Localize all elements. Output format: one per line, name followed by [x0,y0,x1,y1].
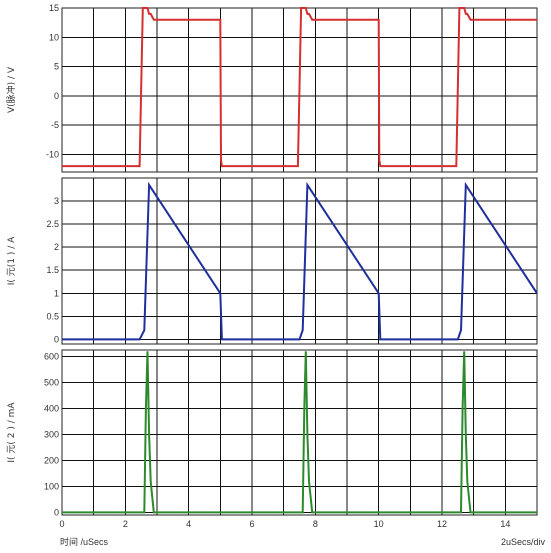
y-tick-label: 2.5 [46,219,59,229]
y-tick-label: 1 [54,288,59,298]
y-tick-label: 200 [44,455,59,465]
y-tick-label: -10 [46,149,59,159]
current-ma-panel: 600 500 400 300 200 100 0 I( 元( 2 ) / mA 0 2 4 6 8 10… [7,349,538,529]
x-tick-label: 4 [186,519,191,529]
current-a-panel: 3 2.5 2 1.5 1 0.5 0 I( 元(1 ) / A [7,177,538,345]
y-axis-label: V(脉冲) / V [5,66,17,113]
y-tick-label: 300 [44,429,59,439]
current-a-series-line [62,181,538,341]
y-tick-label: 1.5 [46,265,59,275]
x-tick-label: 2 [123,519,128,529]
y-tick-label: 2 [54,242,59,252]
y-tick-label: 10 [49,32,59,42]
y-tick-label: -5 [51,120,59,130]
y-axis-label: I( 元(1 ) / A [7,236,17,285]
y-axis-label: I( 元( 2 ) / mA [7,402,17,463]
plot-frame [61,177,538,345]
y-tick-label: 0 [54,91,59,101]
y-tick-label: 0 [54,507,59,517]
x-axis-label: 时间 /uSecs [60,536,109,547]
y-tick-label: 15 [49,3,59,13]
x-tick-label: 6 [249,519,254,529]
y-tick-label: 3 [54,196,59,206]
time-scale-label: 2uSecs/div [501,537,546,547]
voltage-series-line [62,7,537,168]
x-tick-label: 14 [500,519,510,529]
y-tick-label: 0 [54,334,59,344]
y-tick-label: 600 [44,351,59,361]
x-tick-label: 10 [374,519,384,529]
plot-frame [61,7,538,173]
x-tick-label: 0 [59,519,64,529]
x-tick-label: 12 [437,519,447,529]
y-tick-label: 400 [44,403,59,413]
plot-frame [61,349,538,516]
current-ma-series-line [62,351,537,514]
y-tick-label: 5 [54,62,59,72]
y-tick-label: 0.5 [46,311,59,321]
y-tick-label: 100 [44,481,59,491]
x-tick-label: 8 [313,519,318,529]
voltage-panel: 15 10 5 0 -5 -10 V(脉冲) / V [5,3,538,173]
y-tick-label: 500 [44,377,59,387]
panels-group: 15 10 5 0 -5 -10 V(脉冲) / V 3 2.5 2 1.5 1 0.5 0 I( 元(1 … [5,3,538,529]
